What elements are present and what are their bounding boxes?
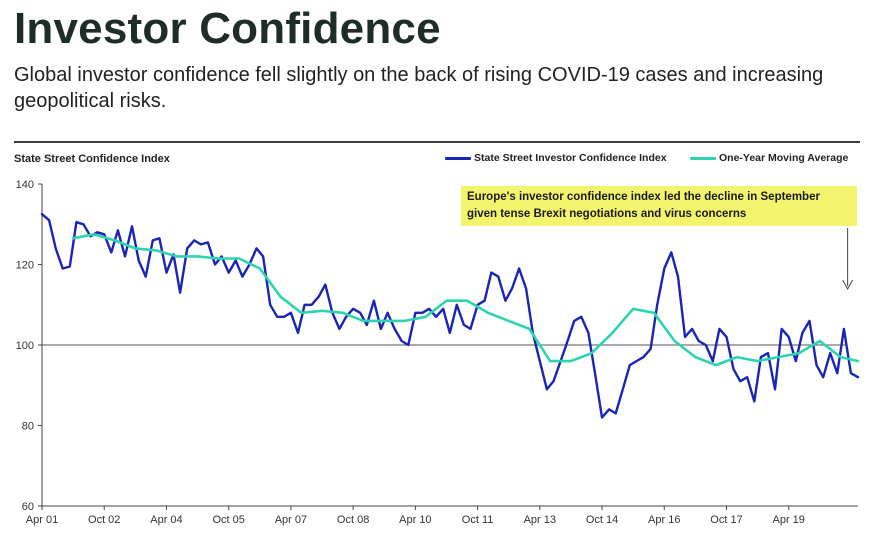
x-tick-label: Oct 08: [337, 514, 369, 526]
page-subtitle: Global investor confidence fell slightly…: [14, 64, 824, 112]
legend-item-moving-average: One-Year Moving Average: [690, 152, 848, 164]
x-tick-label: Oct 17: [710, 514, 742, 526]
legend-swatch-moving-average: [690, 156, 716, 160]
y-tick-label: 60: [22, 501, 34, 513]
x-tick-label: Apr 01: [26, 514, 58, 526]
annotation-callout: Europe's investor confidence index led t…: [461, 186, 857, 226]
x-tick-label: Apr 04: [150, 514, 182, 526]
annotation-arrow-head: [842, 279, 854, 291]
series-line-confidence-index: [40, 213, 860, 419]
y-tick-label: 120: [16, 260, 34, 272]
x-tick-label: Apr 19: [773, 514, 805, 526]
x-tick-label: Oct 14: [586, 514, 618, 526]
legend-swatch-confidence-index: [445, 156, 471, 160]
x-tick-label: Apr 16: [648, 514, 680, 526]
y-tick-label: 80: [22, 421, 34, 433]
x-tick-label: Apr 10: [399, 514, 431, 526]
page-title: Investor Confidence: [14, 4, 441, 53]
series-line-moving-average: [71, 233, 860, 367]
y-axis-title: State Street Confidence Index: [14, 153, 170, 165]
x-tick-label: Oct 05: [212, 514, 244, 526]
title-divider: [14, 141, 860, 143]
legend-label-confidence-index: State Street Investor Confidence Index: [474, 152, 667, 164]
legend-item-confidence-index: State Street Investor Confidence Index: [445, 152, 667, 164]
x-tick-label: Oct 02: [88, 514, 120, 526]
legend-label-moving-average: One-Year Moving Average: [719, 152, 849, 164]
y-tick-label: 140: [16, 179, 34, 191]
y-tick-label: 100: [16, 340, 34, 352]
x-tick-label: Apr 07: [275, 514, 307, 526]
x-tick-label: Apr 13: [524, 514, 556, 526]
x-tick-label: Oct 11: [462, 514, 494, 526]
